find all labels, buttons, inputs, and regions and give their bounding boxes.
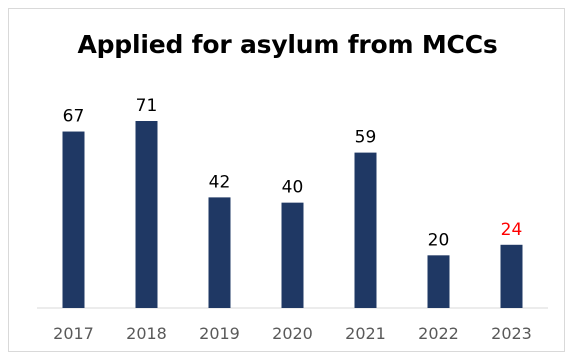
x-tick-label-2017: 2017 <box>53 324 94 343</box>
data-label-2017: 67 <box>63 107 85 127</box>
bar-2020 <box>281 202 304 308</box>
data-label-2020: 40 <box>282 178 304 198</box>
x-tick-label-2019: 2019 <box>199 324 240 343</box>
data-label-2023: 24 <box>501 220 523 240</box>
data-label-2019: 42 <box>209 172 231 192</box>
x-tick-label-2023: 2023 <box>491 324 532 343</box>
x-tick-label-2022: 2022 <box>418 324 459 343</box>
bar-2021 <box>354 152 377 308</box>
data-label-2021: 59 <box>355 128 377 148</box>
x-tick-label-2021: 2021 <box>345 324 386 343</box>
data-label-2022: 20 <box>428 230 450 250</box>
bar-2017 <box>62 131 85 308</box>
x-tick-label-2018: 2018 <box>126 324 167 343</box>
bar-2018 <box>135 121 158 308</box>
data-label-2018: 71 <box>136 96 158 116</box>
bar-2023 <box>500 244 523 308</box>
chart-title: Applied for asylum from MCCs <box>77 30 498 59</box>
bar-2019 <box>208 197 231 308</box>
bar-2022 <box>427 255 450 308</box>
x-tick-label-2020: 2020 <box>272 324 313 343</box>
